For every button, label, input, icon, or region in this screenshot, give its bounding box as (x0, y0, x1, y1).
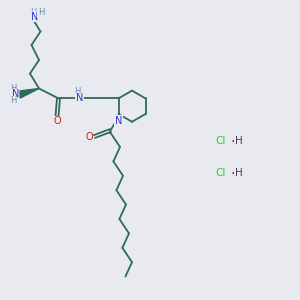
Text: Cl: Cl (215, 167, 226, 178)
Text: H: H (235, 136, 242, 146)
Text: H: H (10, 96, 16, 105)
Polygon shape (20, 88, 39, 98)
Text: H: H (235, 167, 242, 178)
Text: O: O (85, 131, 93, 142)
Text: H: H (30, 8, 36, 17)
Text: Cl: Cl (215, 136, 226, 146)
Text: H: H (38, 8, 44, 17)
Text: N: N (31, 11, 38, 22)
Text: N: N (115, 116, 122, 126)
Text: ·: · (230, 135, 235, 150)
Text: O: O (53, 116, 61, 126)
Text: N: N (76, 93, 83, 103)
Text: H: H (10, 84, 16, 93)
Text: N: N (11, 89, 19, 100)
Text: H: H (74, 87, 81, 96)
Text: ·: · (230, 167, 235, 182)
